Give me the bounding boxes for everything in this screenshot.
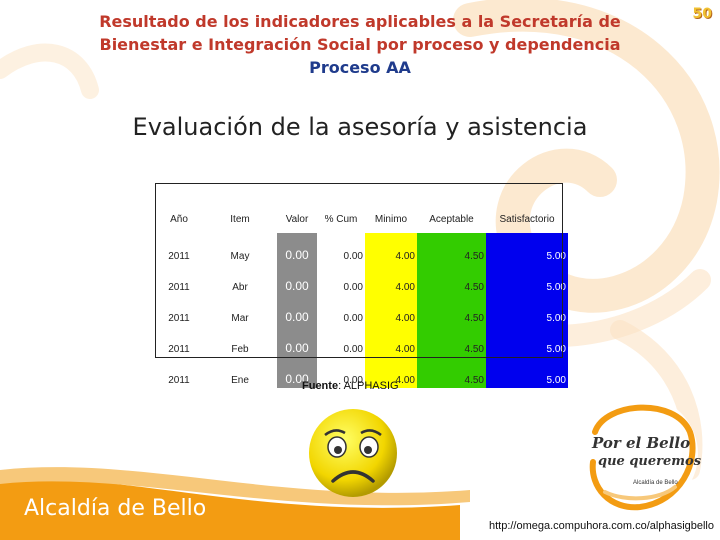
column-header-valor: Valor: [285, 214, 309, 225]
cell-minimo: 4.00: [365, 357, 417, 388]
cell-anio: 2011: [168, 313, 190, 324]
badge-slogan-line-2: que queremos: [598, 454, 702, 469]
cell-satisfactorio: 5.00: [486, 264, 568, 295]
title-line-1: Resultado de los indicadores aplicables …: [99, 12, 621, 31]
table-row: 2011 Mar 0.00 0.00 4.00 4.50 5.00: [155, 295, 568, 326]
source-value: : ALPHASIG: [338, 380, 399, 392]
cell-satisfactorio: 5.00: [486, 295, 568, 326]
cell-cum: 0.00: [317, 264, 365, 295]
cell-item: Mar: [231, 313, 249, 324]
column-header-item: Item: [230, 214, 250, 225]
table-row: 2011 Feb 0.00 0.00 4.00 4.50 5.00: [155, 326, 568, 357]
cell-item: Abr: [232, 282, 248, 293]
table-header-row: Año Item Valor % Cum Minimo Aceptable Sa…: [155, 183, 568, 233]
cell-valor: 0.00: [277, 326, 317, 357]
cell-cum: 0.00: [317, 326, 365, 357]
table-row: 2011 May 0.00 0.00 4.00 4.50 5.00: [155, 233, 568, 264]
cell-valor: 0.00: [277, 233, 317, 264]
cell-cum: 0.00: [317, 357, 365, 388]
cell-item: May: [230, 251, 250, 262]
footer-logo-text: Alcaldía de Bello: [24, 496, 207, 521]
cell-anio: 2011: [168, 251, 190, 262]
column-header-cum: % Cum: [324, 214, 358, 225]
cell-aceptable: 4.50: [417, 357, 486, 388]
cell-cum: 0.00: [317, 233, 365, 264]
source-url[interactable]: http://omega.compuhora.com.co/alphasigbe…: [488, 520, 714, 532]
cell-item: Feb: [231, 344, 249, 355]
cell-valor: 0.00: [277, 295, 317, 326]
cell-minimo: 4.00: [365, 295, 417, 326]
column-header-aceptable: Aceptable: [429, 214, 474, 225]
cell-valor: 0.00: [277, 357, 317, 388]
source-note: Fuente: ALPHASIG: [302, 380, 399, 392]
cell-item: Ene: [231, 375, 249, 386]
cell-anio: 2011: [168, 344, 190, 355]
cell-aceptable: 4.50: [417, 264, 486, 295]
column-header-anio: Año: [170, 214, 188, 225]
title-line-3: Proceso AA: [309, 58, 411, 77]
slide-title: Resultado de los indicadores aplicables …: [60, 10, 660, 79]
source-label: Fuente: [302, 380, 339, 392]
page-number: 50: [692, 6, 712, 22]
cell-satisfactorio: 5.00: [486, 326, 568, 357]
cell-aceptable: 4.50: [417, 233, 486, 264]
cell-cum: 0.00: [317, 295, 365, 326]
table-row: 2011 Abr 0.00 0.00 4.00 4.50 5.00: [155, 264, 568, 295]
cell-minimo: 4.00: [365, 264, 417, 295]
badge-caption: Alcaldía de Bello: [633, 480, 678, 486]
cell-valor: 0.00: [277, 264, 317, 295]
cell-anio: 2011: [168, 375, 190, 386]
cell-aceptable: 4.50: [417, 326, 486, 357]
column-header-satisfactorio: Satisfactorio: [499, 214, 555, 225]
indicator-table: Año Item Valor % Cum Minimo Aceptable Sa…: [155, 183, 568, 388]
cell-minimo: 4.00: [365, 326, 417, 357]
title-line-2: Bienestar e Integración Social por proce…: [99, 35, 621, 54]
sad-face-icon: [309, 409, 397, 497]
table-row: 2011 Ene 0.00 0.00 4.00 4.50 5.00: [155, 357, 568, 388]
column-header-minimo: Minimo: [374, 214, 408, 225]
cell-anio: 2011: [168, 282, 190, 293]
section-heading: Evaluación de la asesoría y asistencia: [132, 113, 588, 141]
cell-satisfactorio: 5.00: [486, 357, 568, 388]
badge-slogan-line-1: Por el Bello: [592, 434, 691, 452]
cell-aceptable: 4.50: [417, 295, 486, 326]
cell-satisfactorio: 5.00: [486, 233, 568, 264]
bello-badge-logo: [582, 396, 698, 512]
cell-minimo: 4.00: [365, 233, 417, 264]
